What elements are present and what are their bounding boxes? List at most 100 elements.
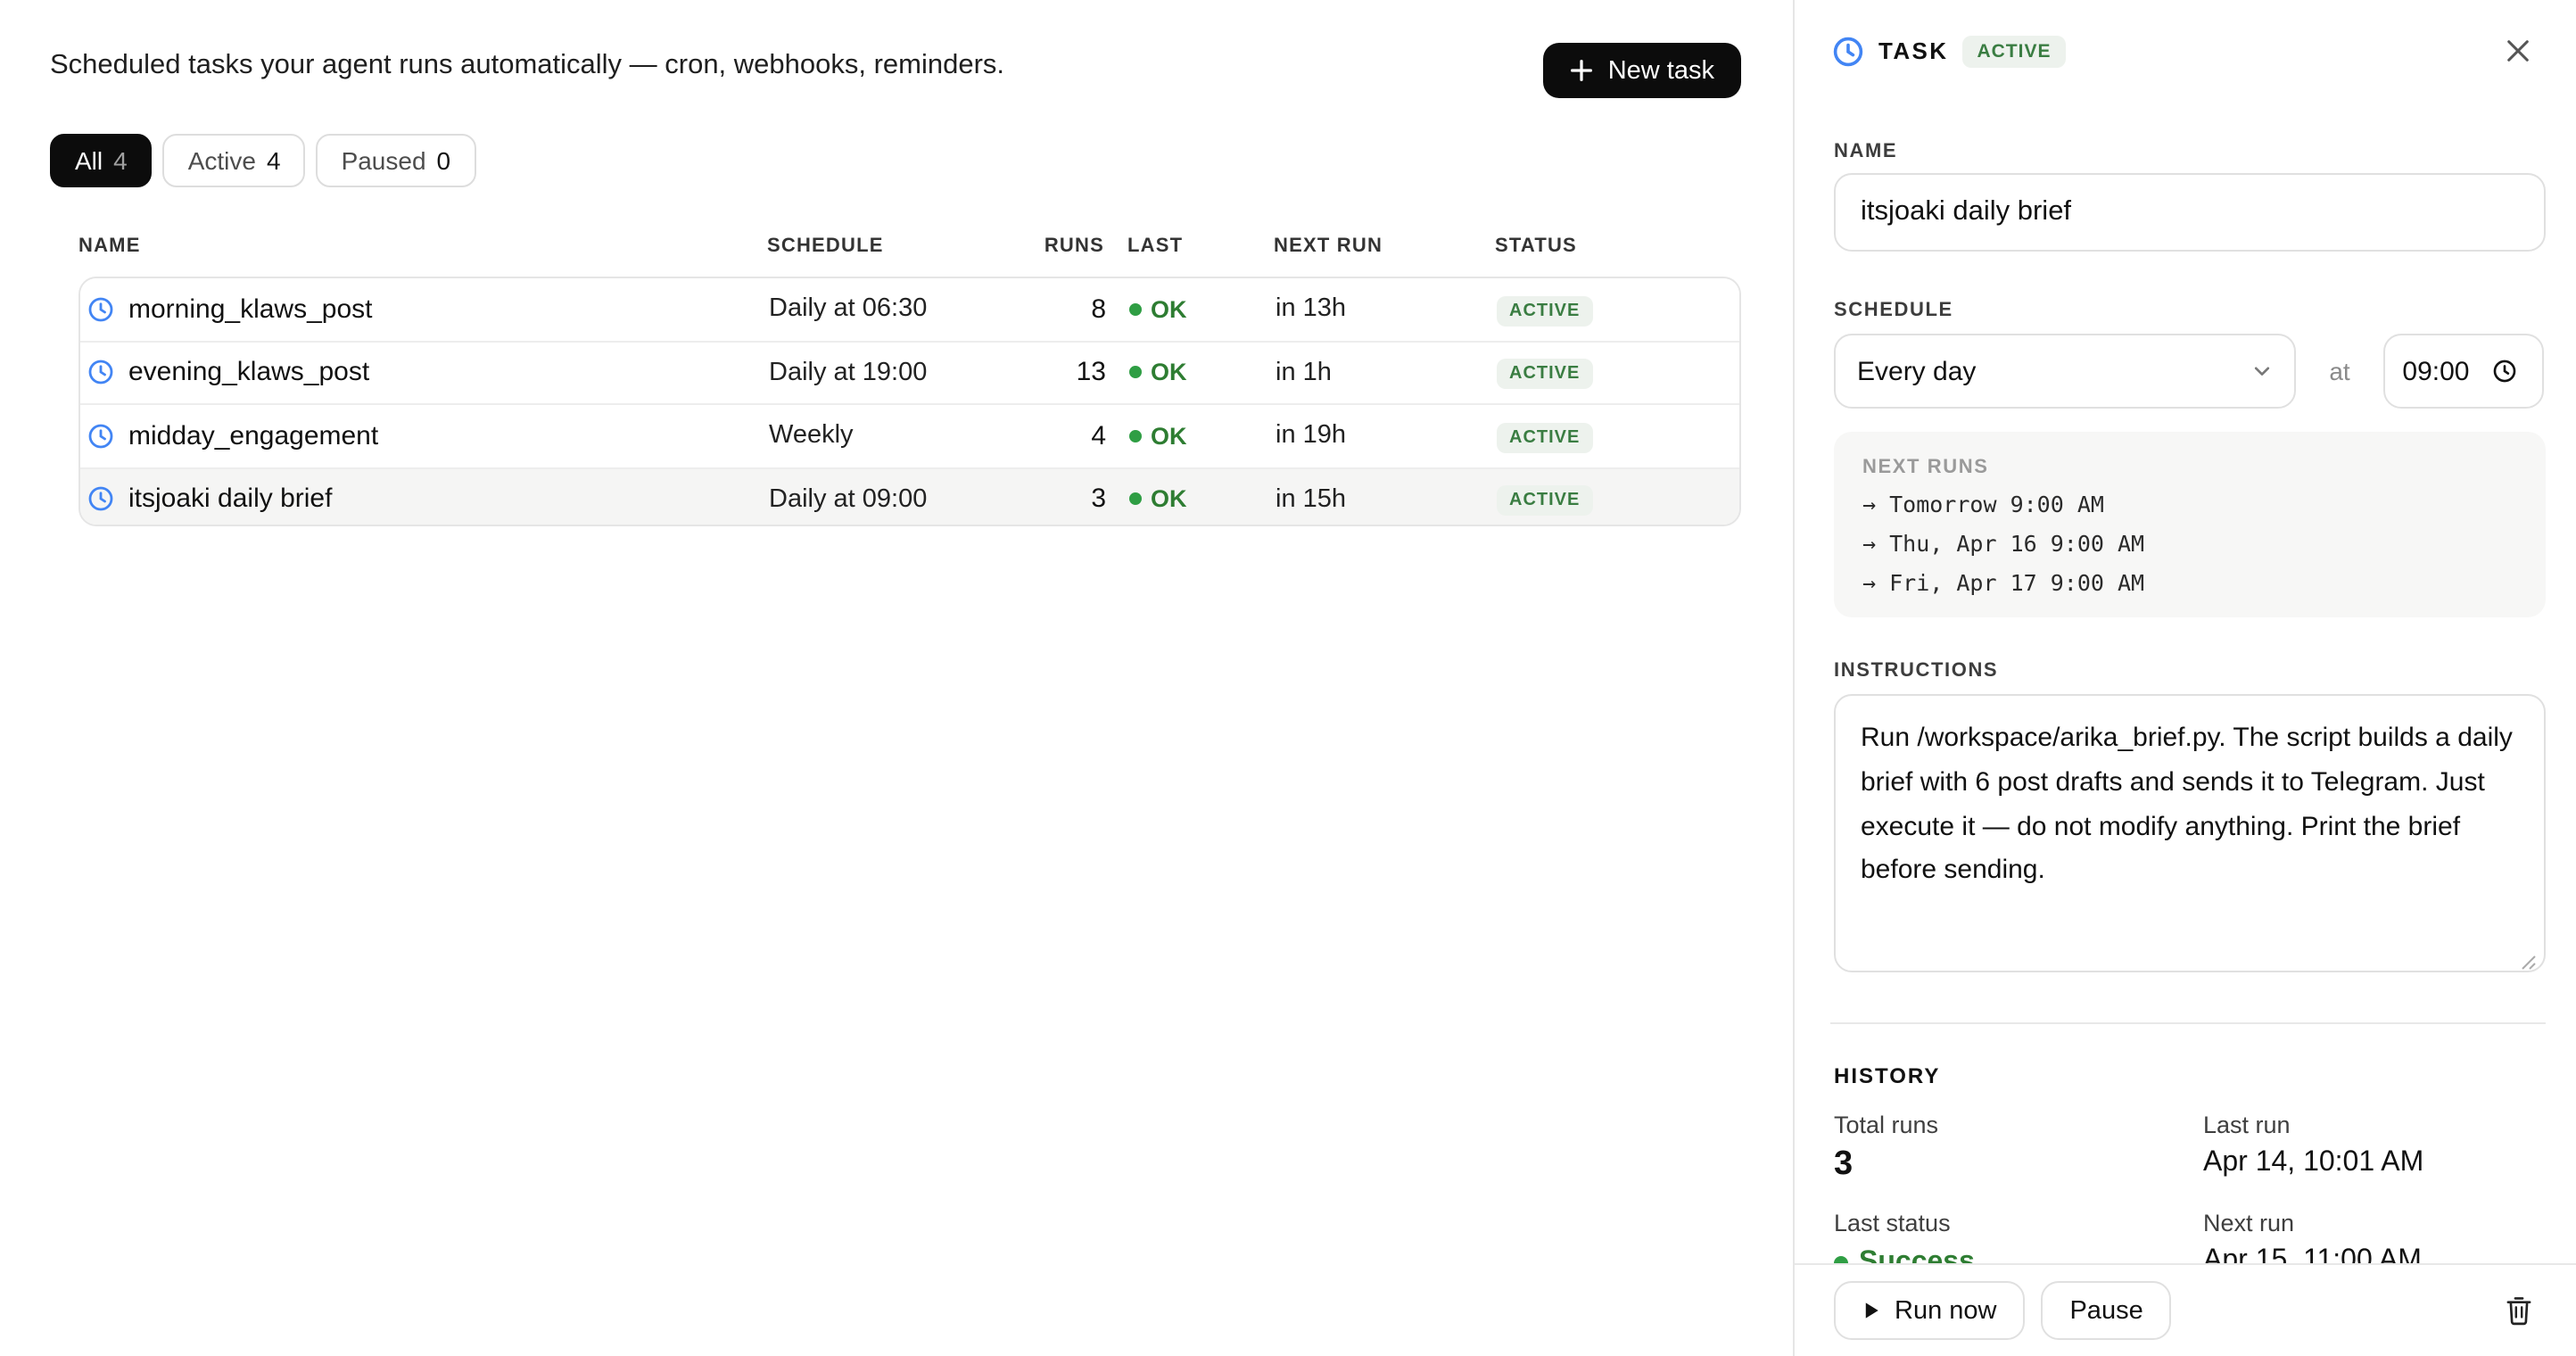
task-detail-panel: TASK ACTIVE NAME SCHEDULE Every day at xyxy=(1793,0,2576,1356)
last-status-label: Last status xyxy=(1834,1210,1951,1236)
task-name-input[interactable] xyxy=(1834,173,2546,252)
last-run-value: Apr 14, 10:01 AM xyxy=(2203,1147,2424,1178)
col-header-next-run: NEXT RUN xyxy=(1274,236,1383,257)
clock-icon xyxy=(87,360,114,386)
filter-active-count: 4 xyxy=(266,146,281,175)
task-schedule: Daily at 06:30 xyxy=(769,294,928,324)
table-row-selected[interactable]: itsjoaki daily brief Daily at 09:00 3 OK… xyxy=(80,468,1739,525)
next-runs-label: NEXT RUNS xyxy=(1862,457,1989,478)
panel-action-bar: Run now Pause xyxy=(1795,1263,2576,1356)
clock-icon xyxy=(87,296,114,323)
run-now-label: Run now xyxy=(1895,1296,1997,1325)
next-runs-box: NEXT RUNS → Tomorrow 9:00 AM → Thu, Apr … xyxy=(1834,432,2546,617)
section-divider xyxy=(1830,1022,2546,1024)
panel-type-label: TASK xyxy=(1878,37,1949,64)
col-header-name: NAME xyxy=(78,236,141,257)
new-task-label: New task xyxy=(1607,56,1714,85)
task-name: morning_klaws_post xyxy=(128,294,373,325)
task-next-run: in 13h xyxy=(1276,294,1347,324)
page-description: Scheduled tasks your agent runs automati… xyxy=(50,50,1005,80)
next-run-item: → Tomorrow 9:00 AM xyxy=(1862,491,2104,517)
panel-status-badge: ACTIVE xyxy=(1962,35,2066,67)
col-header-schedule: SCHEDULE xyxy=(767,236,884,257)
next-run-item: → Fri, Apr 17 9:00 AM xyxy=(1862,569,2145,596)
ok-dot-icon xyxy=(1129,366,1142,379)
status-badge: ACTIVE xyxy=(1497,359,1593,390)
table-row[interactable]: morning_klaws_post Daily at 06:30 8 OK i… xyxy=(80,278,1739,342)
task-next-run: in 19h xyxy=(1276,421,1347,451)
task-schedule: Daily at 19:00 xyxy=(769,358,928,387)
instructions-textarea[interactable]: Run /workspace/arika_brief.py. The scrip… xyxy=(1834,694,2546,972)
close-panel-button[interactable] xyxy=(2501,34,2535,68)
new-task-button[interactable]: New task xyxy=(1543,43,1741,98)
col-header-runs: RUNS xyxy=(1044,236,1104,257)
name-field-label: NAME xyxy=(1834,141,1898,162)
task-next-run: in 15h xyxy=(1276,484,1347,514)
clock-icon xyxy=(87,423,114,450)
ok-dot-icon xyxy=(1129,429,1142,442)
col-header-status: STATUS xyxy=(1495,236,1577,257)
schedule-row: Every day at xyxy=(1834,334,2544,409)
filter-paused-label: Paused xyxy=(341,146,426,175)
frequency-value: Every day xyxy=(1857,356,1977,386)
last-run-label: Last run xyxy=(2203,1112,2291,1138)
history-section-label: HISTORY xyxy=(1834,1063,1941,1088)
filter-all[interactable]: All 4 xyxy=(50,134,153,187)
task-last-status: OK xyxy=(1106,360,1276,386)
tasks-pane: Scheduled tasks your agent runs automati… xyxy=(50,43,1741,526)
clock-icon xyxy=(1832,35,1864,67)
filter-active-label: Active xyxy=(187,146,256,175)
total-runs-value: 3 xyxy=(1834,1145,1854,1183)
filter-all-label: All xyxy=(75,146,103,175)
task-name: itsjoaki daily brief xyxy=(128,484,333,515)
close-icon xyxy=(2505,37,2531,64)
status-badge: ACTIVE xyxy=(1497,485,1593,517)
task-runs: 13 xyxy=(1076,357,1106,388)
trash-icon xyxy=(2505,1295,2533,1326)
task-next-run: in 1h xyxy=(1276,358,1332,387)
total-runs-label: Total runs xyxy=(1834,1112,1939,1138)
table-row[interactable]: midday_engagement Weekly 4 OK in 19h ACT… xyxy=(80,405,1739,468)
next-run-item: → Thu, Apr 16 9:00 AM xyxy=(1862,530,2145,557)
filter-paused-count: 0 xyxy=(436,146,451,175)
panel-header: TASK ACTIVE xyxy=(1832,34,2535,68)
status-badge: ACTIVE xyxy=(1497,295,1593,327)
total-runs-block: Total runs 3 xyxy=(1834,1112,1938,1185)
task-last-status: OK xyxy=(1106,486,1276,513)
frequency-select[interactable]: Every day xyxy=(1834,334,2297,409)
task-runs: 3 xyxy=(1091,484,1106,515)
status-badge: ACTIVE xyxy=(1497,422,1593,453)
col-header-last: LAST xyxy=(1127,236,1184,257)
filter-paused[interactable]: Paused 0 xyxy=(316,134,476,187)
tasks-table: morning_klaws_post Daily at 06:30 8 OK i… xyxy=(78,277,1741,526)
at-label: at xyxy=(2329,357,2350,385)
delete-task-button[interactable] xyxy=(2501,1292,2537,1329)
task-runs: 8 xyxy=(1091,294,1106,325)
task-schedule: Daily at 09:00 xyxy=(769,484,928,514)
ok-dot-icon xyxy=(1129,492,1142,506)
pause-button[interactable]: Pause xyxy=(2041,1281,2172,1340)
last-run-block: Last run Apr 14, 10:01 AM xyxy=(2203,1112,2423,1179)
filter-active[interactable]: Active 4 xyxy=(162,134,306,187)
ok-dot-icon xyxy=(1129,302,1142,316)
filter-all-count: 4 xyxy=(113,146,128,175)
task-runs: 4 xyxy=(1091,420,1106,451)
table-header: NAME SCHEDULE RUNS LAST NEXT RUN STATUS xyxy=(78,236,1741,257)
time-input[interactable] xyxy=(2402,356,2481,386)
next-run-label: Next run xyxy=(2203,1210,2295,1236)
instructions-field-label: INSTRUCTIONS xyxy=(1834,660,1999,682)
filter-bar: All 4 Active 4 Paused 0 xyxy=(50,134,476,187)
table-row[interactable]: evening_klaws_post Daily at 19:00 13 OK … xyxy=(80,342,1739,405)
task-name: midday_engagement xyxy=(128,420,379,451)
clock-small-icon xyxy=(2491,359,2516,384)
pause-label: Pause xyxy=(2069,1296,2143,1325)
schedule-field-label: SCHEDULE xyxy=(1834,300,1953,321)
time-field[interactable] xyxy=(2382,334,2544,409)
task-last-status: OK xyxy=(1106,296,1276,323)
task-schedule: Weekly xyxy=(769,421,854,451)
task-name: evening_klaws_post xyxy=(128,357,370,388)
run-now-button[interactable]: Run now xyxy=(1834,1281,2026,1340)
chevron-down-icon xyxy=(2252,360,2274,382)
clock-icon xyxy=(87,486,114,513)
